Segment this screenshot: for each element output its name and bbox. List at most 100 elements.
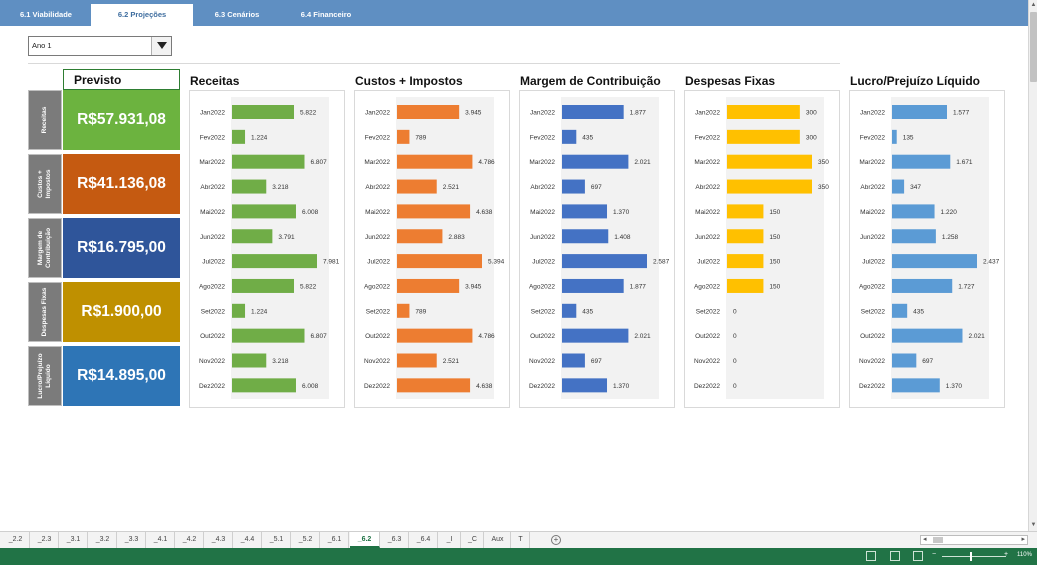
category-label: Mar2022	[694, 159, 720, 166]
category-label: Ago2022	[694, 283, 720, 290]
category-label: Jun2022	[200, 234, 225, 241]
tab-viabilidade[interactable]: 6.1 Viabilidade	[20, 10, 72, 19]
value-label: 300	[806, 134, 817, 141]
zoom-in-icon[interactable]: +	[1004, 551, 1009, 558]
value-label: 3.218	[272, 358, 289, 365]
value-label: 1.671	[956, 159, 973, 166]
category-label: Ago2022	[529, 283, 555, 290]
value-label: 6.807	[310, 159, 327, 166]
zoom-level[interactable]: 110%	[1017, 552, 1032, 558]
vertical-scrollbar[interactable]: ▲ ▼	[1028, 0, 1037, 531]
value-label: 2.437	[983, 259, 1000, 266]
horizontal-scrollbar[interactable]: ◂ ▸	[920, 535, 1028, 545]
sheet-tab[interactable]: _2.2	[2, 532, 30, 548]
page-break-icon[interactable]	[913, 551, 923, 561]
bar	[562, 129, 577, 144]
category-label: Jan2022	[695, 110, 720, 117]
sheet-tab[interactable]: _3.1	[60, 532, 88, 548]
value-label: 150	[769, 283, 780, 290]
bar	[232, 328, 305, 343]
bar	[232, 378, 296, 393]
scroll-right-icon[interactable]: ▸	[1021, 536, 1025, 543]
category-label: Nov2022	[694, 358, 720, 365]
bar	[232, 353, 267, 368]
sheet-tab[interactable]: _4.2	[176, 532, 204, 548]
year-select-button[interactable]	[151, 37, 171, 55]
sheet-tab[interactable]: _5.1	[263, 532, 291, 548]
previsto-value: R$57.931,08	[63, 90, 180, 150]
value-label: 2.021	[634, 159, 651, 166]
sheet-tab[interactable]: T	[512, 532, 530, 548]
value-label: 697	[591, 358, 602, 365]
category-label: Fev2022	[695, 134, 721, 141]
category-label: Jan2022	[365, 110, 390, 117]
bar	[727, 154, 812, 169]
bar	[397, 179, 437, 194]
chevron-down-icon	[157, 42, 167, 49]
sheet-tab[interactable]: _6.4	[410, 532, 438, 548]
bar	[562, 328, 629, 343]
sheet-tab[interactable]: Aux	[485, 532, 511, 548]
value-label: 435	[582, 308, 593, 315]
sheet-tab[interactable]: _6.3	[381, 532, 409, 548]
category-label: Dez2022	[364, 383, 390, 390]
year-select[interactable]: Ano 1	[28, 36, 172, 56]
bar	[232, 154, 305, 169]
category-label: Jul2022	[367, 259, 390, 266]
value-label: 1.220	[941, 209, 958, 216]
sheet-tab[interactable]: _C	[462, 532, 484, 548]
hscroll-thumb[interactable]	[933, 537, 943, 543]
category-label: Mar2022	[529, 159, 555, 166]
bar	[397, 254, 482, 269]
bar	[562, 254, 647, 269]
scroll-down-icon[interactable]: ▼	[1030, 522, 1037, 528]
divider	[28, 63, 840, 64]
bar	[232, 229, 273, 244]
value-label: 6.008	[302, 383, 319, 390]
sheet-tab[interactable]: _5.2	[292, 532, 320, 548]
sheet-tab[interactable]: _6.2	[350, 532, 380, 548]
page-layout-icon[interactable]	[890, 551, 900, 561]
scroll-up-icon[interactable]: ▲	[1030, 2, 1037, 8]
category-label: Jul2022	[862, 259, 885, 266]
tab-financeiro[interactable]: 6.4 Financeiro	[300, 10, 352, 19]
tab-projecoes[interactable]: 6.2 Projeções	[91, 4, 193, 26]
sheet-tab[interactable]: _I	[439, 532, 461, 548]
normal-view-icon[interactable]	[866, 551, 876, 561]
zoom-slider-thumb[interactable]	[970, 552, 972, 561]
scroll-thumb[interactable]	[1030, 12, 1037, 82]
value-label: 435	[582, 134, 593, 141]
add-sheet-icon[interactable]: +	[551, 535, 561, 545]
bar	[727, 229, 764, 244]
sheet-tab[interactable]: _4.4	[234, 532, 262, 548]
scroll-left-icon[interactable]: ◂	[923, 536, 927, 543]
category-label: Mar2022	[199, 159, 225, 166]
bar	[397, 105, 460, 119]
bar	[397, 129, 410, 144]
sheet-tab[interactable]: _6.1	[321, 532, 349, 548]
sheet-tab[interactable]: _4.3	[205, 532, 233, 548]
zoom-slider[interactable]	[942, 556, 1006, 557]
sheet-tab[interactable]: _4.1	[147, 532, 175, 548]
bar	[397, 278, 460, 293]
bar	[562, 378, 608, 393]
bar	[562, 105, 624, 119]
category-label: Dez2022	[199, 383, 225, 390]
sheet-tab[interactable]: _3.3	[118, 532, 146, 548]
chart-title: Receitas	[190, 74, 240, 88]
category-label: Jan2022	[530, 110, 555, 117]
zoom-out-icon[interactable]: −	[932, 551, 937, 558]
value-label: 350	[818, 184, 829, 191]
sheet-tab[interactable]: _2.3	[31, 532, 59, 548]
category-label: Jul2022	[697, 259, 720, 266]
previsto-row-label-text: Receitas	[41, 106, 48, 134]
previsto-header: Previsto	[63, 69, 180, 90]
category-label: Set2022	[201, 308, 226, 315]
tab-cenarios[interactable]: 6.3 Cenários	[214, 10, 260, 19]
value-label: 1.877	[630, 110, 647, 117]
category-label: Abr2022	[695, 184, 720, 191]
sheet-tab[interactable]: _3.2	[89, 532, 117, 548]
bar	[397, 328, 473, 343]
bar	[562, 154, 629, 169]
